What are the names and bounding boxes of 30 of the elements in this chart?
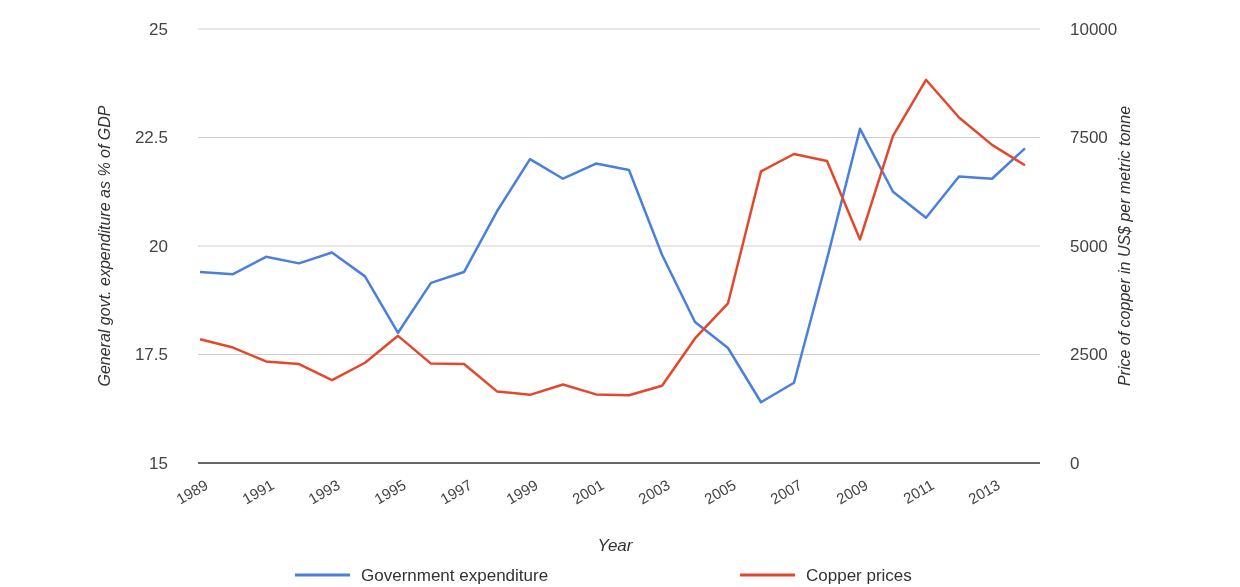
y-axis-title: General govt. expenditure as % of GDP bbox=[96, 105, 113, 387]
x-tick-label: 2009 bbox=[833, 475, 871, 508]
legend-label: Government expenditure bbox=[361, 565, 549, 585]
line-series bbox=[198, 127, 1027, 404]
y2-tick-label: 10000 bbox=[1070, 19, 1118, 39]
y-tick-label: 20 bbox=[149, 236, 168, 256]
y-tick-label: 25 bbox=[149, 19, 168, 39]
x-tick-label: 2001 bbox=[569, 475, 607, 508]
y2-tick-label: 5000 bbox=[1070, 236, 1108, 256]
line-series bbox=[198, 78, 1027, 397]
x-tick-label: 1997 bbox=[437, 475, 475, 508]
y2-tick-label: 0 bbox=[1070, 453, 1080, 473]
x-axis-title: Year bbox=[597, 536, 634, 555]
x-tick-label: 1991 bbox=[239, 475, 277, 508]
y-tick-label: 22.5 bbox=[134, 128, 168, 148]
x-tick-label: 1993 bbox=[305, 475, 343, 508]
y2-tick-label: 7500 bbox=[1070, 128, 1108, 148]
y-tick-label: 17.5 bbox=[134, 345, 168, 365]
y2-axis-title: Price of copper in US$ per metric tonne bbox=[1116, 105, 1133, 387]
x-tick-label: 2013 bbox=[965, 475, 1003, 508]
x-tick-label: 2003 bbox=[635, 475, 673, 508]
x-tick-label: 1995 bbox=[371, 475, 409, 508]
y2-tick-label: 2500 bbox=[1070, 345, 1108, 365]
x-tick-label: 1989 bbox=[173, 475, 211, 508]
x-tick-label: 2005 bbox=[701, 475, 739, 508]
legend-label: Copper prices bbox=[806, 565, 912, 585]
x-tick-label: 2007 bbox=[767, 475, 805, 508]
y-tick-label: 15 bbox=[149, 453, 168, 473]
x-tick-label: 1999 bbox=[503, 475, 541, 508]
x-tick-label: 2011 bbox=[900, 475, 937, 507]
